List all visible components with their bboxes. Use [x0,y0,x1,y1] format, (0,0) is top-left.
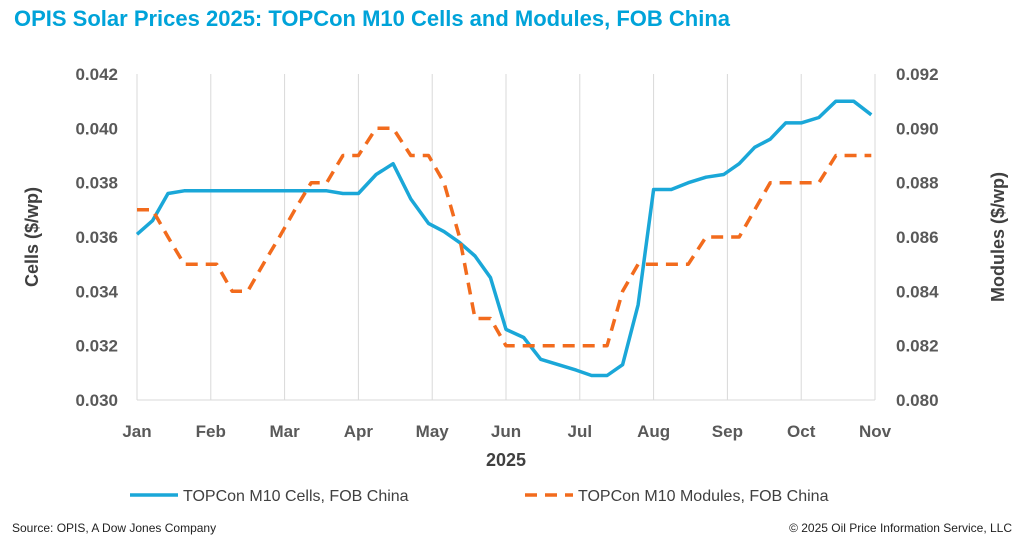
x-axis-label: 2025 [486,450,526,470]
legend-label-cells: TOPCon M10 Cells, FOB China [183,488,409,505]
x-tick-label-oct: Oct [787,422,816,441]
x-tick-label-mar: Mar [269,422,300,441]
x-axis-ticks: Jan Feb Mar Apr May Jun Jul Aug Sep Oct Nov [122,422,891,441]
right-tick-label: 0.088 [896,174,939,193]
legend: TOPCon M10 Cells, FOB China TOPCon M10 M… [130,488,829,505]
x-tick-label-feb: Feb [196,422,226,441]
left-tick-label: 0.036 [75,228,118,247]
right-tick-label: 0.092 [896,65,939,84]
right-axis-label: Modules ($/wp) [988,172,1008,302]
right-tick-label: 0.080 [896,391,939,410]
x-tick-label-jan: Jan [122,422,151,441]
x-tick-label-aug: Aug [637,422,670,441]
right-axis-ticks: 0.080 0.082 0.084 0.086 0.088 0.090 0.092 [896,65,939,410]
x-tick-label-jul: Jul [568,422,593,441]
x-tick-label-sep: Sep [712,422,743,441]
right-tick-label: 0.086 [896,228,939,247]
cells-series-line [135,99,873,378]
right-tick-label: 0.082 [896,337,939,356]
right-tick-label: 0.084 [896,282,939,301]
chart-title: OPIS Solar Prices 2025: TOPCon M10 Cells… [14,6,731,31]
source-note: Source: OPIS, A Dow Jones Company [12,521,217,535]
left-tick-label: 0.034 [75,282,118,301]
left-axis-label: Cells ($/wp) [22,187,42,287]
x-tick-label-may: May [416,422,450,441]
x-tick-label-nov: Nov [859,422,892,441]
x-tick-label-jun: Jun [491,422,521,441]
gridlines [136,74,876,401]
legend-label-modules: TOPCon M10 Modules, FOB China [578,488,829,505]
left-tick-label: 0.038 [75,174,118,193]
copyright-note: © 2025 Oil Price Information Service, LL… [789,521,1012,535]
left-tick-label: 0.030 [75,391,118,410]
left-tick-label: 0.040 [75,119,118,138]
left-tick-label: 0.042 [75,65,118,84]
modules-series-line [137,126,872,348]
left-axis-ticks: 0.030 0.032 0.034 0.036 0.038 0.040 0.042 [75,65,118,410]
x-tick-label-apr: Apr [344,422,374,441]
right-tick-label: 0.090 [896,119,939,138]
left-tick-label: 0.032 [75,337,118,356]
series-lines [135,99,873,378]
